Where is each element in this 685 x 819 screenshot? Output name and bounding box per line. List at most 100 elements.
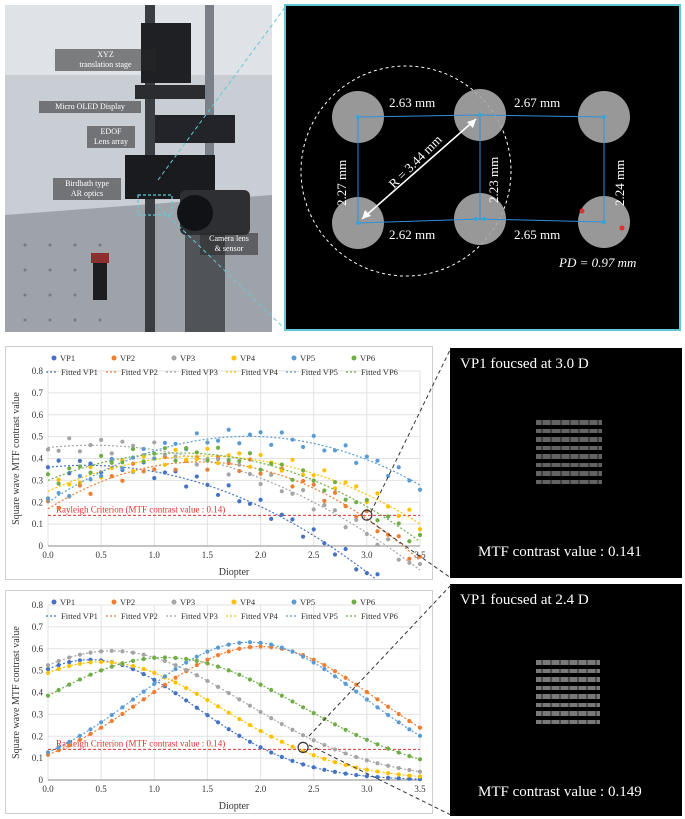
data-point-vp2 <box>141 697 146 702</box>
data-point-vp1 <box>173 691 178 696</box>
data-point-vp2 <box>88 731 93 737</box>
data-point-vp4 <box>332 760 338 765</box>
data-point-vp6 <box>56 687 61 693</box>
data-point-vp2 <box>407 718 412 724</box>
legend-label: VP3 <box>180 597 195 607</box>
data-point-vp5 <box>343 443 348 448</box>
data-point-vp4 <box>141 666 146 672</box>
data-point-vp5 <box>67 493 72 499</box>
data-point-vp1 <box>311 527 316 532</box>
data-point-vp4 <box>375 491 380 496</box>
data-point-vp1 <box>247 501 253 506</box>
data-point-vp3 <box>130 650 136 655</box>
pattern-bar <box>536 462 602 468</box>
data-point-vp5 <box>184 660 189 665</box>
data-point-vp3 <box>88 442 93 448</box>
data-point-vp6 <box>375 742 380 747</box>
data-point-vp5 <box>417 487 423 492</box>
data-point-vp5 <box>215 438 221 443</box>
data-point-vp1 <box>237 499 242 504</box>
data-point-vp4 <box>215 460 221 466</box>
data-point-vp3 <box>120 649 125 654</box>
data-point-vp2 <box>173 675 178 680</box>
data-point-vp1 <box>269 516 274 521</box>
data-point-vp6 <box>269 687 274 693</box>
data-point-vp2 <box>375 697 380 702</box>
data-point-vp6 <box>141 656 146 662</box>
data-point-vp6 <box>364 737 369 742</box>
data-point-vp1 <box>269 750 274 755</box>
label-edof-lens: EDOF Lens array <box>87 126 135 148</box>
focus-pattern-2: VP1 foucsed at 2.4 D MTF contrast value … <box>450 584 682 816</box>
data-point-vp5 <box>386 712 391 718</box>
data-point-vp6 <box>322 488 327 493</box>
x-tick-label: 2.5 <box>308 784 320 794</box>
data-point-vp2 <box>311 482 316 487</box>
dist-mid-vertical: 2.23 mm <box>486 157 501 203</box>
data-point-vp6 <box>162 446 168 451</box>
data-point-vp5 <box>269 442 274 447</box>
data-point-vp4 <box>99 659 104 664</box>
data-point-vp3 <box>279 721 284 727</box>
data-point-vp5 <box>226 642 231 647</box>
data-point-vp4 <box>332 486 338 491</box>
data-point-vp3 <box>237 462 242 467</box>
y-tick-label: 0.5 <box>32 432 44 442</box>
y-tick-label: 0 <box>39 775 44 785</box>
data-point-vp5 <box>364 697 369 702</box>
data-point-vp6 <box>88 672 93 677</box>
pattern-gap <box>587 420 590 488</box>
data-point-vp2 <box>322 498 327 503</box>
data-point-vp4 <box>88 660 93 665</box>
data-point-vp5 <box>173 441 178 446</box>
data-point-vp6 <box>215 664 221 669</box>
legend-label: Fitted VP1 <box>61 367 98 377</box>
data-point-vp6 <box>407 539 412 544</box>
data-point-vp4 <box>215 704 221 709</box>
y-tick-label: 0.2 <box>32 731 43 741</box>
data-point-vp2 <box>141 469 146 474</box>
data-point-vp1 <box>332 769 338 775</box>
pattern-bar <box>536 668 600 674</box>
data-point-vp1 <box>56 458 61 463</box>
legend-label: VP3 <box>180 353 195 363</box>
pattern-1-bars <box>536 420 602 488</box>
y-tick-label: 0 <box>39 541 44 551</box>
x-tick-label: 1.0 <box>149 784 161 794</box>
data-point-vp5 <box>396 720 401 725</box>
data-point-vp1 <box>56 662 61 668</box>
pattern-gap <box>568 660 570 728</box>
x-tick-label: 3.5 <box>414 784 426 794</box>
fitted-curve-vp1 <box>47 659 421 780</box>
pattern-gap <box>549 660 552 728</box>
data-point-vp5 <box>375 458 380 463</box>
data-point-vp2 <box>322 663 327 668</box>
data-point-vp5 <box>88 477 93 482</box>
data-point-vp3 <box>375 542 380 547</box>
x-tick-label: 1.5 <box>202 550 214 560</box>
data-point-vp2 <box>417 725 423 730</box>
data-point-vp3 <box>343 525 348 530</box>
data-point-vp3 <box>396 765 401 771</box>
data-point-vp6 <box>300 468 306 473</box>
pattern-gap <box>597 420 600 488</box>
data-point-vp3 <box>99 649 104 654</box>
data-point-vp4 <box>173 447 178 452</box>
data-point-vp4 <box>194 456 199 462</box>
data-point-vp3 <box>258 709 263 715</box>
data-point-vp4 <box>173 680 178 685</box>
fitted-curve-vp3 <box>47 444 421 571</box>
data-point-vp3 <box>56 658 61 664</box>
data-point-vp1 <box>375 774 380 780</box>
dist-top-left: 2.63 mm <box>389 95 435 110</box>
data-point-vp6 <box>67 682 72 687</box>
data-point-vp4 <box>56 477 61 482</box>
data-point-vp2 <box>205 467 210 472</box>
data-point-vp1 <box>386 775 391 780</box>
pattern-bar <box>536 428 602 434</box>
data-point-vp3 <box>407 560 412 565</box>
data-point-vp3 <box>258 481 263 487</box>
data-point-vp6 <box>343 497 348 502</box>
pattern-bar <box>536 437 602 442</box>
pd-label: PD = 0.97 mm <box>558 255 636 270</box>
